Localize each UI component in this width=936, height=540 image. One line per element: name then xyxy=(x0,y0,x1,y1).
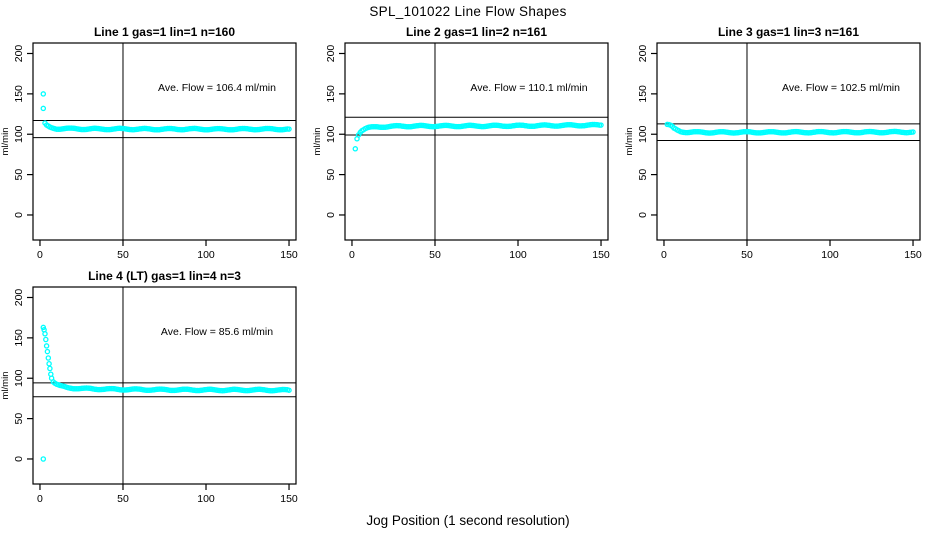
data-point xyxy=(40,105,47,112)
data-points xyxy=(40,91,292,133)
data-point xyxy=(44,348,51,355)
y-tick-label: 200 xyxy=(13,45,25,63)
y-tick-label: 150 xyxy=(13,329,25,347)
x-tick-label: 50 xyxy=(117,493,129,505)
ave-flow-annotation: Ave. Flow = 85.6 ml/min xyxy=(161,326,273,338)
y-tick-label: 0 xyxy=(13,212,25,218)
x-tick-label: 50 xyxy=(741,249,753,261)
x-tick-label: 100 xyxy=(197,493,215,505)
panel-title: Line 1 gas=1 lin=1 n=160 xyxy=(94,25,235,39)
plot-box xyxy=(32,286,297,485)
ave-flow-annotation: Ave. Flow = 102.5 ml/min xyxy=(782,82,900,94)
ave-flow-annotation: Ave. Flow = 106.4 ml/min xyxy=(158,82,276,94)
y-tick-label: 0 xyxy=(13,456,25,462)
y-tick-label: 0 xyxy=(325,212,337,218)
panel-line-4: Line 4 (LT) gas=1 lin=4 n=3 0 50 100 150 200 0… xyxy=(0,266,312,510)
data-point xyxy=(43,343,50,349)
data-point xyxy=(42,331,48,337)
x-tick-label: 0 xyxy=(37,249,43,261)
x-tick-label: 0 xyxy=(349,249,355,261)
scatter-plot-svg: Line 3 gas=1 lin=3 n=161 0 50 100 150 200 0 50 1… xyxy=(624,25,922,261)
scatter-plot-svg: Line 4 (LT) gas=1 lin=4 n=3 0 50 100 150 200 0… xyxy=(0,269,298,505)
x-tick-label: 50 xyxy=(429,249,441,261)
x-axis-label: Jog Position (1 second resolution) xyxy=(366,513,570,528)
scatter-plot-svg: Line 1 gas=1 lin=1 n=160 0 50 100 150 200 0 50 1… xyxy=(0,25,298,261)
y-tick-label: 100 xyxy=(13,369,25,387)
plot-box xyxy=(656,42,921,241)
y-axis-label: ml/min xyxy=(0,372,11,400)
y-tick-label: 100 xyxy=(325,125,337,143)
panel-title: Line 4 (LT) gas=1 lin=4 n=3 xyxy=(88,269,241,283)
data-point xyxy=(598,122,604,128)
y-tick-label: 200 xyxy=(637,45,649,63)
y-axis-label: ml/min xyxy=(0,128,11,156)
y-tick-label: 0 xyxy=(637,212,649,218)
data-point xyxy=(286,387,292,393)
y-tick-label: 50 xyxy=(637,169,649,181)
y-tick-label: 100 xyxy=(13,125,25,143)
data-point xyxy=(286,126,292,132)
x-tick-label: 100 xyxy=(509,249,527,261)
y-axis-label: ml/min xyxy=(624,128,635,156)
y-tick-label: 200 xyxy=(325,45,337,63)
data-point xyxy=(47,365,53,372)
x-tick-label: 150 xyxy=(904,249,922,261)
data-point xyxy=(45,355,52,361)
data-point xyxy=(352,146,359,152)
data-point xyxy=(46,360,52,367)
y-tick-label: 50 xyxy=(13,413,25,425)
plot-box xyxy=(32,42,297,241)
y-tick-label: 50 xyxy=(325,169,337,181)
y-tick-label: 150 xyxy=(13,85,25,103)
y-tick-label: 100 xyxy=(637,125,649,143)
scatter-plot-svg: Line 2 gas=1 lin=2 n=161 0 50 100 150 200 0 50 1… xyxy=(312,25,610,261)
x-tick-label: 50 xyxy=(117,249,129,261)
data-point xyxy=(910,129,916,135)
x-tick-label: 100 xyxy=(197,249,215,261)
x-tick-label: 0 xyxy=(661,249,667,261)
x-tick-label: 100 xyxy=(821,249,839,261)
data-points xyxy=(352,121,604,152)
data-point xyxy=(40,91,47,97)
y-tick-label: 150 xyxy=(325,85,337,103)
y-tick-label: 200 xyxy=(13,289,25,307)
data-points xyxy=(664,121,916,136)
panel-title: Line 3 gas=1 lin=3 n=161 xyxy=(718,25,859,39)
x-tick-label: 0 xyxy=(37,493,43,505)
y-tick-label: 50 xyxy=(13,169,25,181)
panel-line-3: Line 3 gas=1 lin=3 n=161 0 50 100 150 200 0 50 1… xyxy=(624,22,936,266)
data-point xyxy=(43,336,49,343)
x-tick-label: 150 xyxy=(280,249,298,261)
x-tick-label: 150 xyxy=(592,249,610,261)
panel-line-1: Line 1 gas=1 lin=1 n=160 0 50 100 150 200 0 50 1… xyxy=(0,22,312,266)
panel-title: Line 2 gas=1 lin=2 n=161 xyxy=(406,25,547,39)
x-tick-label: 150 xyxy=(280,493,298,505)
main-title: SPL_101022 Line Flow Shapes xyxy=(369,4,567,19)
y-axis-label: ml/min xyxy=(312,128,323,156)
data-points xyxy=(40,324,292,462)
data-point xyxy=(40,456,47,462)
y-tick-label: 150 xyxy=(637,85,649,103)
plot-box xyxy=(344,42,609,241)
ave-flow-annotation: Ave. Flow = 110.1 ml/min xyxy=(470,82,587,94)
panel-line-2: Line 2 gas=1 lin=2 n=161 0 50 100 150 200 0 50 1… xyxy=(312,22,624,266)
